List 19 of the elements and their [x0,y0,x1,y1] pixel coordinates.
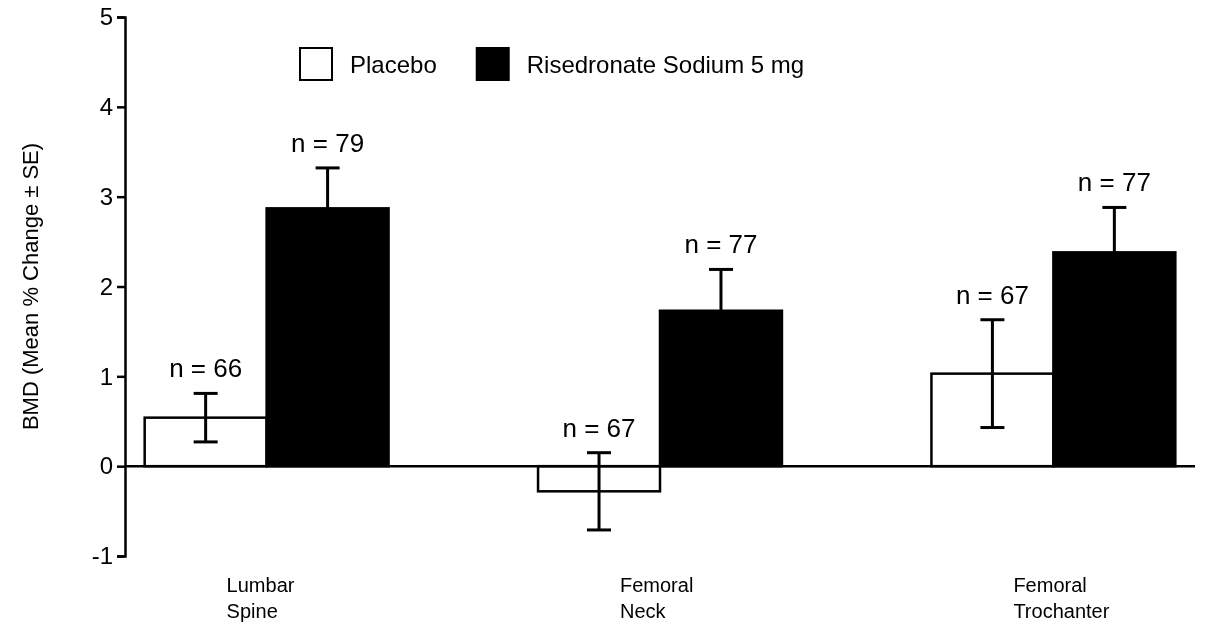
annotation: n = 77 [1077,167,1151,198]
x-tick-label: Femoral Trochanter [1013,574,1110,622]
y-tick-label: 2 [99,272,113,300]
y-tick-label: 5 [99,3,113,31]
annotation: n = 67 [955,279,1029,310]
annotation: n = 67 [562,412,636,443]
legend-label: Risedronate Sodium 5 mg [526,51,805,78]
y-axis-title: BMD (Mean % Change ± SE) [18,142,43,431]
annotation: n = 79 [291,127,365,158]
y-tick-label: 1 [99,362,113,390]
annotation: n = 66 [169,353,243,384]
x-tick-label: Lumbar Spine [226,574,295,622]
y-tick-label: -1 [91,542,113,570]
annotation: n = 77 [684,229,758,260]
x-tick-label: Femoral Neck [620,574,694,622]
y-tick-label: 0 [99,452,113,480]
legend-label: Placebo [350,51,437,78]
y-tick-label: 4 [99,93,113,121]
y-tick-label: 3 [99,182,113,210]
